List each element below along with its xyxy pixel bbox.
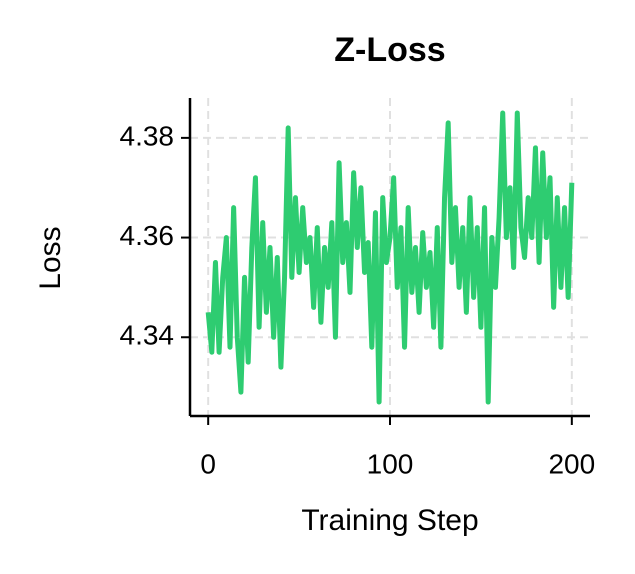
line	[205, 110, 575, 405]
y-tick-label: 4.36	[120, 220, 175, 251]
x-tick-label: 100	[367, 448, 414, 479]
x-tick-label: 0	[200, 448, 216, 479]
y-axis-label: Loss	[34, 226, 67, 289]
chart-title: Z-Loss	[334, 31, 445, 69]
x-tick-label: 200	[548, 448, 595, 479]
x-axis-label: Training Step	[301, 504, 478, 537]
y-tick-label: 4.38	[120, 120, 175, 151]
y-tick-label: 4.34	[120, 320, 175, 351]
